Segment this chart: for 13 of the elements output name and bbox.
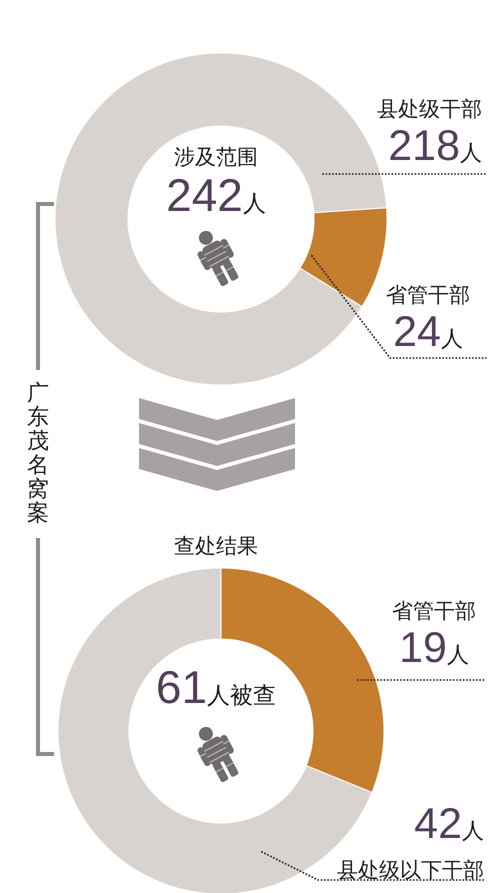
data-label: 42人 — [414, 800, 484, 848]
text: 242人 — [166, 169, 266, 221]
chart-title: 查处结果 — [173, 533, 259, 559]
text: 涉及范围 — [173, 144, 259, 170]
slice-label: 省管干部 — [385, 282, 471, 308]
data-label: 24人 — [393, 308, 463, 356]
text: 61人被查 — [156, 661, 276, 713]
data-label: 19人 — [399, 624, 469, 672]
text: 广东茂名窝案 — [26, 381, 50, 526]
data-label: 218人 — [388, 122, 482, 170]
slice-label: 省管干部 — [391, 598, 477, 624]
slice-label: 县处级以下干部 — [336, 857, 484, 883]
slice-label: 县处级干部 — [376, 96, 482, 122]
